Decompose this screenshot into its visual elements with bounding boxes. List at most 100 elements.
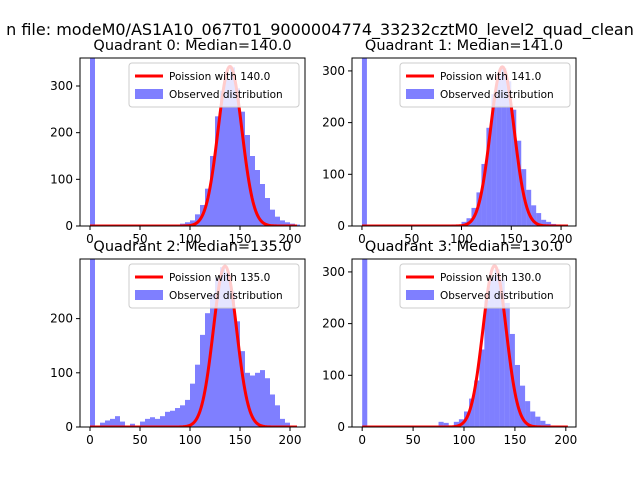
histogram-bar — [215, 277, 220, 427]
x-tick-label: 100 — [453, 433, 476, 447]
subplot-title: Quadrant 2: Median=135.0 — [93, 239, 291, 255]
histogram-bar — [115, 416, 120, 427]
histogram-bar — [361, 58, 367, 226]
x-tick-label: 200 — [279, 232, 302, 246]
figure-suptitle: n file: modeM0/AS1A10_067T01_9000004774_… — [6, 20, 634, 40]
histogram-bar — [489, 277, 495, 427]
histogram-bar — [250, 156, 255, 226]
y-tick-label: 200 — [322, 116, 345, 130]
histogram-bar — [230, 67, 235, 226]
legend-label-poisson: Poission with 141.0 — [440, 71, 541, 83]
histogram-bar — [501, 68, 507, 226]
histogram-bar — [514, 364, 520, 427]
histogram-bar — [546, 221, 552, 226]
axes-frame — [79, 57, 306, 227]
subplot-quadrant-2: 0 50 100 150 200 0 100 200 Quadrant 2: Median=13… — [50, 239, 306, 447]
legend-patch-swatch — [406, 89, 434, 99]
histogram-bar — [275, 405, 280, 427]
histogram-bar — [531, 205, 537, 226]
histogram-bar — [453, 421, 459, 427]
histogram-bar — [295, 224, 300, 226]
legend-patch-swatch — [406, 290, 434, 300]
histogram-bar — [250, 375, 255, 427]
histogram-bar — [170, 410, 175, 427]
y-tick-label: 100 — [322, 167, 345, 181]
poisson-curve — [89, 64, 298, 226]
legend-label-poisson: Poission with 135.0 — [169, 272, 270, 284]
x-tick-label: 150 — [229, 433, 252, 447]
histogram-bar — [155, 418, 160, 427]
histogram-bar — [280, 418, 285, 427]
histogram-bar — [260, 184, 265, 226]
histogram-bar — [504, 302, 510, 427]
legend-box — [399, 62, 571, 108]
histogram-bar — [175, 408, 180, 427]
histogram-bar — [235, 321, 240, 427]
legend-patch-swatch — [135, 89, 163, 99]
y-tick-label: 200 — [50, 312, 73, 326]
histogram-bar — [260, 370, 265, 427]
histogram-bar — [140, 421, 145, 427]
histogram-bar — [486, 127, 492, 226]
y-tick-label: 300 — [50, 79, 73, 93]
poisson-curve — [361, 264, 569, 427]
histogram-bar — [275, 216, 280, 226]
x-tick-label: 200 — [279, 433, 302, 447]
histogram-bar — [235, 88, 240, 226]
histogram-bar — [190, 220, 195, 226]
x-tick-label: 200 — [554, 433, 577, 447]
histogram-bar — [540, 420, 546, 427]
y-tick-label: 0 — [65, 420, 73, 434]
subplot-quadrant-3: 0 50 100 150 200 0 100 200 300 Quadrant 3: Median… — [322, 239, 577, 447]
x-tick-label: 50 — [405, 433, 420, 447]
histogram-bar — [443, 422, 449, 427]
histogram-bar — [185, 399, 190, 427]
y-tick-label: 0 — [337, 420, 345, 434]
histogram-bar — [90, 259, 95, 427]
y-tick-label: 300 — [322, 64, 345, 78]
histogram-bar — [541, 219, 547, 226]
histogram-bar — [110, 418, 115, 427]
y-tick-label: 0 — [337, 219, 345, 233]
plot-area — [361, 259, 569, 427]
histogram-bar — [285, 422, 290, 427]
x-tick-label: 50 — [132, 232, 147, 246]
y-tick-label: 200 — [50, 126, 73, 140]
histogram-bar — [160, 416, 165, 427]
histogram-bar — [215, 116, 220, 226]
legend-label-observed: Observed distribution — [169, 290, 283, 302]
histogram-bar — [145, 418, 150, 427]
histogram-bar — [240, 111, 245, 226]
histogram-bar — [499, 279, 505, 427]
histogram-bar — [481, 163, 487, 226]
x-tick-label: 0 — [86, 232, 94, 246]
histogram-bar — [190, 383, 195, 427]
y-tick-label: 0 — [65, 219, 73, 233]
y-tick-label: 300 — [322, 265, 345, 279]
histogram-bar — [165, 411, 170, 427]
histogram-bar — [265, 378, 270, 427]
histogram-bar — [474, 380, 480, 427]
histogram-bar — [526, 189, 532, 226]
histogram-bar — [476, 192, 482, 226]
x-tick-label: 150 — [503, 433, 526, 447]
x-tick-label: 200 — [550, 232, 573, 246]
x-tick-label: 0 — [358, 232, 366, 246]
axes-frame — [79, 258, 306, 428]
histogram-bar — [200, 334, 205, 427]
histogram-bar — [195, 364, 200, 427]
histogram-bar — [195, 214, 200, 226]
histogram-bar — [230, 291, 235, 427]
subplot-quadrant-0: 0 50 100 150 200 0 100 200 300 Quadrant 0: Median… — [50, 38, 306, 246]
legend-label-observed: Observed distribution — [169, 89, 283, 101]
histogram-bar — [479, 349, 485, 427]
histogram-bar — [265, 198, 270, 226]
legend-box — [128, 62, 300, 108]
histogram-bar — [90, 58, 95, 226]
y-tick-label: 100 — [50, 172, 73, 186]
legend-label-observed: Observed distribution — [440, 290, 554, 302]
histogram-bar — [255, 170, 260, 226]
histogram-bar — [484, 300, 490, 427]
poisson-curve — [361, 65, 569, 226]
axes-frame — [351, 57, 577, 227]
